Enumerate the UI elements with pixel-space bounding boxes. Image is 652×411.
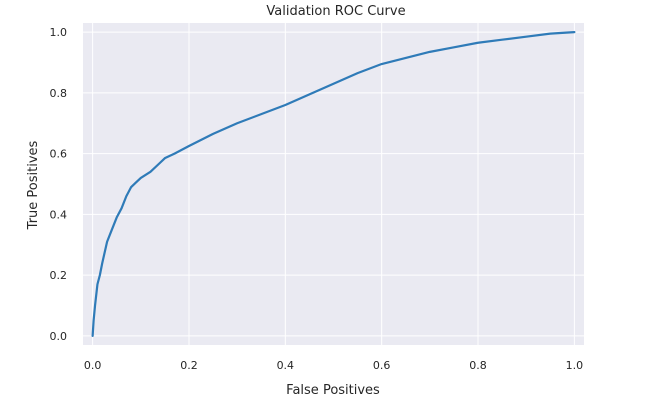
- x-tick-label: 0.4: [277, 359, 295, 372]
- x-tick-label: 0.0: [84, 359, 102, 372]
- y-tick-label: 0.8: [50, 87, 68, 100]
- y-tick-label: 0.4: [50, 208, 68, 221]
- x-tick-labels: 0.0 0.2 0.4 0.6 0.8 1.0: [84, 359, 583, 372]
- y-tick-labels: 0.0 0.2 0.4 0.6 0.8 1.0: [50, 26, 68, 343]
- y-tick-label: 1.0: [50, 26, 68, 39]
- y-tick-label: 0.0: [50, 330, 68, 343]
- roc-curve-line: [91, 31, 576, 337]
- x-tick-label: 1.0: [566, 359, 584, 372]
- chart-title: Validation ROC Curve: [266, 4, 405, 19]
- y-tick-label: 0.2: [50, 269, 68, 282]
- x-axis-label: False Positives: [286, 383, 380, 398]
- y-tick-label: 0.6: [50, 148, 68, 161]
- x-gridlines: [92, 23, 575, 345]
- y-gridlines: [83, 31, 584, 337]
- x-tick-label: 0.6: [373, 359, 391, 372]
- x-tick-label: 0.2: [180, 359, 198, 372]
- plot-area: [83, 23, 584, 345]
- x-tick-label: 0.8: [469, 359, 487, 372]
- y-axis-label: True Positives: [26, 140, 41, 230]
